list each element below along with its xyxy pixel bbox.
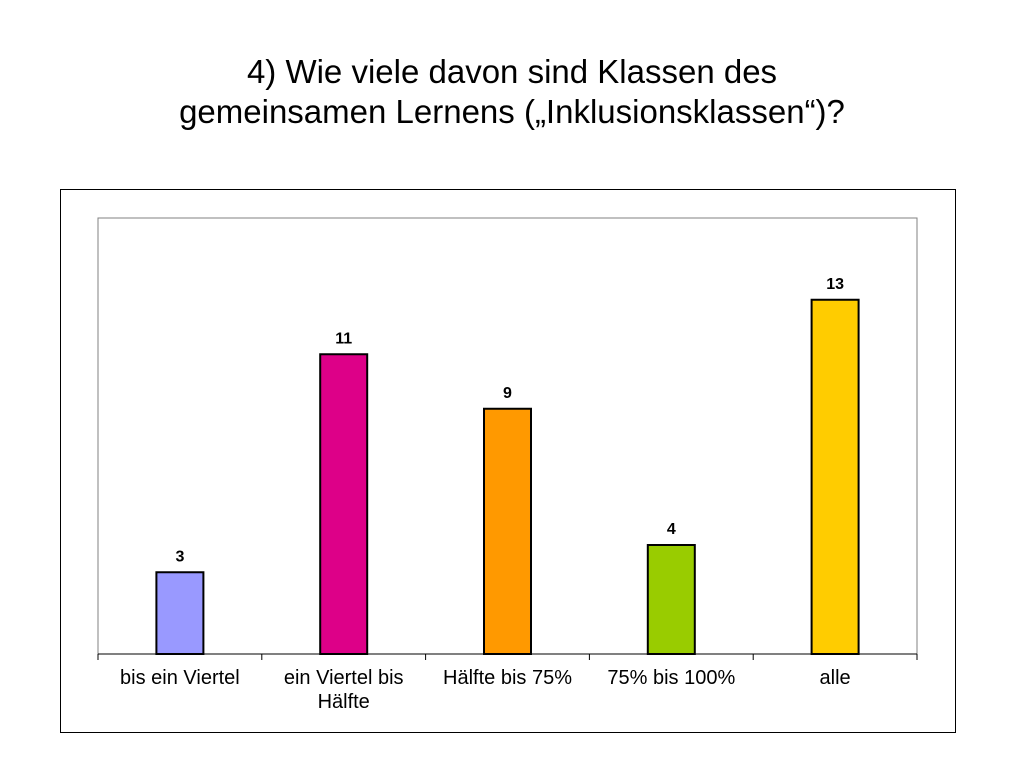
slide-title: 4) Wie viele davon sind Klassen des geme… <box>60 52 964 132</box>
bar-1 <box>155 571 205 655</box>
bar-5 <box>810 298 860 655</box>
chart-frame: 3 bis ein Viertel 11 ein Viertel bis Hälfte 9… <box>60 189 956 733</box>
value-label-3: 9 <box>503 385 512 402</box>
value-label-5: 13 <box>826 276 844 293</box>
value-label-1: 3 <box>175 548 184 565</box>
category-label-3: Hälfte bis 75% <box>443 667 572 689</box>
bar-4 <box>646 544 696 655</box>
category-label-1: bis ein Viertel <box>120 667 240 689</box>
category-label-5: alle <box>820 667 851 689</box>
category-label-2: Hälfte <box>318 691 370 713</box>
bar-2 <box>319 353 369 655</box>
slide-title-line-1: 4) Wie viele davon sind Klassen des <box>246 53 778 90</box>
category-label-4: 75% bis 100% <box>607 667 735 689</box>
slide-title-line-2: gemeinsamen Lernens („Inklusionsklassen“… <box>179 93 845 130</box>
value-label-4: 4 <box>667 521 676 538</box>
value-label-2: 11 <box>335 330 352 347</box>
category-label-2: ein Viertel bis <box>284 667 404 689</box>
bar-3 <box>483 407 532 655</box>
